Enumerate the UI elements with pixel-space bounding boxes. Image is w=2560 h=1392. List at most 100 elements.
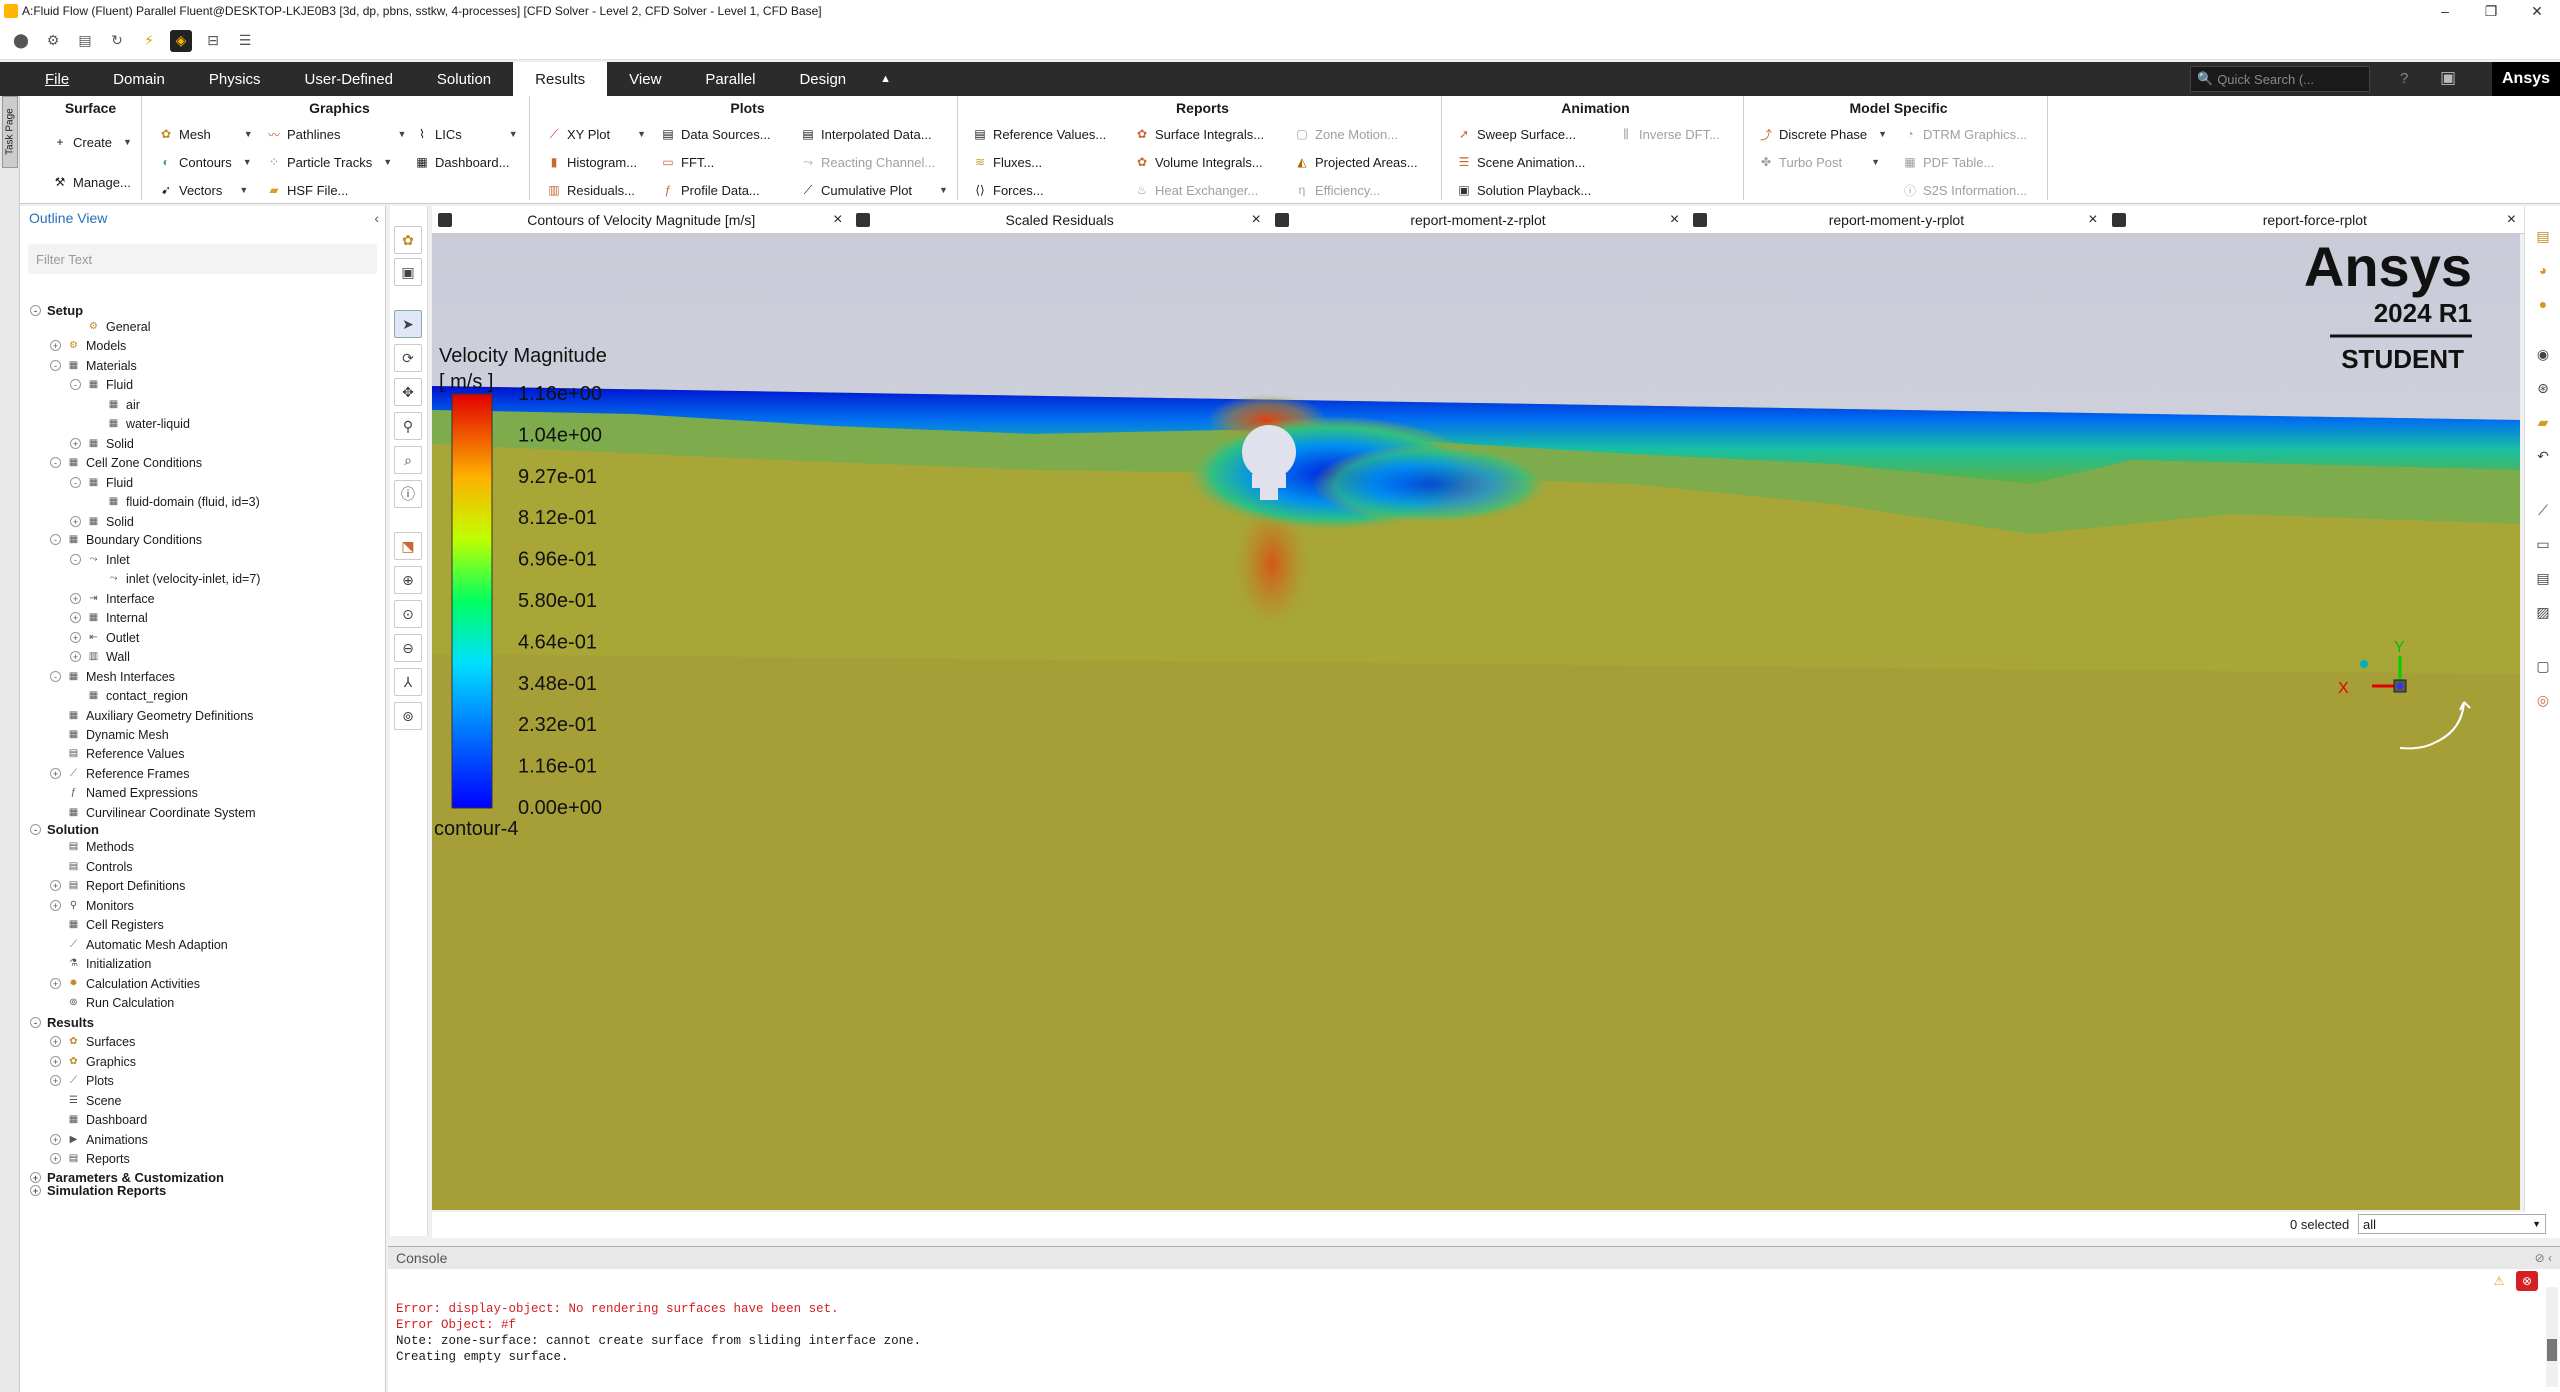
contours-button[interactable]: ◐ Contours ▼ [158, 154, 251, 170]
zoom-out-icon[interactable]: ⊖ [394, 634, 422, 662]
undo-view-icon[interactable]: ↶ [2537, 447, 2549, 464]
tree-node[interactable]: ▦ water-liquid [90, 414, 190, 433]
close-tab-icon[interactable]: × [2088, 210, 2098, 228]
tree-node[interactable]: ⚙ General [70, 317, 150, 336]
expand-icon[interactable]: + [50, 978, 61, 989]
expand-icon[interactable]: + [50, 1075, 61, 1086]
volume-integrals-button[interactable]: ✿ Volume Integrals... [1134, 154, 1263, 170]
expand-icon[interactable]: + [70, 651, 81, 662]
view-orient-icon[interactable]: ⊚ [394, 702, 422, 730]
pdf-table-button[interactable]: ▦ PDF Table... [1902, 154, 1994, 170]
expand-icon[interactable]: + [50, 1134, 61, 1145]
probe-icon[interactable]: ⓘ [394, 480, 422, 508]
tree-node[interactable]: ƒ Named Expressions [50, 783, 198, 802]
axis-triad[interactable]: Y X [2338, 639, 2471, 750]
expand-icon[interactable]: + [70, 612, 81, 623]
collapse-icon[interactable]: - [50, 671, 61, 682]
menu-solution[interactable]: Solution [436, 70, 492, 88]
maximize-button[interactable]: ❐ [2484, 2, 2498, 19]
zoom-fit-icon[interactable]: ⊕ [394, 566, 422, 594]
particle-tracks-button[interactable]: ⁘ Particle Tracks ▼ [266, 154, 392, 170]
graphics-viewport[interactable]: Velocity Magnitude [ m/s ] 1.16e+00 1.04e… [432, 234, 2520, 1210]
tab-contours-velocity[interactable]: Contours of Velocity Magnitude [m/s] × [432, 206, 851, 233]
expand-icon[interactable]: + [70, 593, 81, 604]
collapse-icon[interactable]: - [30, 305, 41, 316]
tree-node[interactable]: ▤ Reference Values [50, 744, 185, 763]
collapse-icon[interactable]: - [50, 534, 61, 545]
camera-icon[interactable]: ◉ [2536, 345, 2550, 362]
chart-icon[interactable]: ⟋ [2538, 501, 2548, 518]
tree-node[interactable]: - ▦ Boundary Conditions [50, 530, 202, 549]
tree-node[interactable]: ☰ Scene [50, 1091, 121, 1110]
close-tab-icon[interactable]: × [1251, 210, 1261, 228]
tree-node[interactable]: ▦ air [90, 395, 140, 414]
display-options-icon[interactable]: ▣ [394, 258, 422, 286]
tab-report-moment-z[interactable]: report-moment-z-rplot × [1268, 206, 1688, 233]
expand-icon[interactable]: + [70, 516, 81, 527]
tree-node[interactable]: + ✹ Calculation Activities [50, 974, 200, 993]
lics-button[interactable]: ⌇ LICs ▼ [414, 126, 518, 142]
warning-icon[interactable]: ⚠ [2493, 1274, 2505, 1288]
expand-icon[interactable]: + [50, 880, 61, 891]
zoom-in-out-icon[interactable]: ⚲ [394, 412, 422, 440]
tree-node[interactable]: - Results [30, 1013, 94, 1032]
tree-node[interactable]: ⟋ Automatic Mesh Adaption [50, 935, 228, 954]
reacting-channel-button[interactable]: ⤳ Reacting Channel... [800, 154, 935, 170]
dashboard-button[interactable]: ▦ Dashboard... [414, 154, 509, 170]
close-tab-icon[interactable]: × [1669, 210, 1680, 228]
mesh-button[interactable]: ✿ Mesh ▼ [158, 126, 253, 142]
tree-node[interactable]: - ▦ Cell Zone Conditions [50, 453, 202, 472]
console-options-icon[interactable]: ⊘ ‹ [2534, 1251, 2552, 1265]
zone-motion-button[interactable]: ▢ Zone Motion... [1294, 126, 1398, 142]
expand-icon[interactable]: + [50, 1153, 61, 1164]
view-orientation-icon[interactable]: ⊛ [2537, 379, 2549, 396]
settings-icon[interactable]: ⚙ [46, 32, 60, 48]
menu-results[interactable]: Results [513, 62, 608, 96]
fluxes-button[interactable]: ≋ Fluxes... [972, 154, 1042, 170]
collapse-panel-icon[interactable]: ‹ [374, 210, 379, 226]
pan-view-icon[interactable]: ✥ [394, 378, 422, 406]
menu-design[interactable]: Design [799, 70, 847, 88]
pathlines-button[interactable]: 〰 Pathlines ▼ [267, 126, 407, 142]
efficiency-button[interactable]: η Efficiency... [1294, 182, 1381, 198]
data-sources-button[interactable]: ▤ Data Sources... [660, 126, 770, 142]
tree-node[interactable]: + Parameters & Customization [30, 1168, 224, 1187]
tree-node[interactable]: - ▦ Materials [50, 356, 137, 375]
tab-scaled-residuals[interactable]: Scaled Residuals × [850, 206, 1269, 233]
sweep-surface-button[interactable]: ➚ Sweep Surface... [1456, 126, 1576, 142]
expand-icon[interactable]: + [30, 1185, 41, 1196]
tree-node[interactable]: ▦ fluid-domain (fluid, id=3) [90, 492, 260, 511]
close-tab-icon[interactable]: × [2506, 210, 2517, 228]
report-icon[interactable]: ▤ [2536, 569, 2550, 586]
surface-integrals-button[interactable]: ✿ Surface Integrals... [1134, 126, 1264, 142]
tab-report-force[interactable]: report-force-rplot × [2105, 206, 2525, 233]
tree-node[interactable]: + ⇥ Interface [70, 589, 155, 608]
zoom-box-icon[interactable]: ⊙ [394, 600, 422, 628]
menu-parallel[interactable]: Parallel [705, 70, 756, 88]
layout-toggle-icon[interactable]: ▣ [2440, 68, 2457, 87]
copy-icon[interactable]: ▢ [2536, 657, 2550, 674]
legend-icon[interactable]: ▨ [2536, 603, 2550, 620]
tree-node[interactable]: ▤ Methods [50, 837, 134, 856]
tree-node[interactable]: - ▦ Fluid [70, 473, 133, 492]
expand-icon[interactable]: + [50, 1056, 61, 1067]
forces-button[interactable]: ⟨⟩ Forces... [972, 182, 1043, 198]
interpolated-data-button[interactable]: ▤ Interpolated Data... [800, 126, 931, 142]
tree-node[interactable]: + ⚲ Monitors [50, 896, 134, 915]
create-surface-button[interactable]: + Create ▼ [52, 134, 131, 150]
manage-surface-button[interactable]: ⚒ Manage... [52, 174, 131, 190]
tree-node[interactable]: ⊚ Run Calculation [50, 993, 174, 1012]
tree-node[interactable]: ▦ Cell Registers [50, 915, 164, 934]
s2s-information-button[interactable]: ⓘ S2S Information... [1903, 182, 2028, 198]
quick-search-input[interactable]: 🔍 Quick Search (... [2190, 66, 2370, 92]
collapse-icon[interactable]: - [70, 477, 81, 488]
hsf-file-button[interactable]: ▰ HSF File... [266, 182, 348, 198]
tree-node[interactable]: - Setup [30, 301, 83, 320]
record-icon[interactable]: ◎ [2536, 691, 2550, 708]
collapse-icon[interactable]: - [30, 824, 41, 835]
stop-icon[interactable]: ⊗ [2516, 1271, 2538, 1291]
turbo-post-button[interactable]: ✤ Turbo Post ▼ [1758, 154, 1880, 170]
scene-animation-button[interactable]: ☰ Scene Animation... [1456, 154, 1586, 170]
tab-report-moment-y[interactable]: report-moment-y-rplot × [1687, 206, 2106, 233]
dtrm-graphics-button[interactable]: ◔ DTRM Graphics... [1902, 126, 2027, 142]
